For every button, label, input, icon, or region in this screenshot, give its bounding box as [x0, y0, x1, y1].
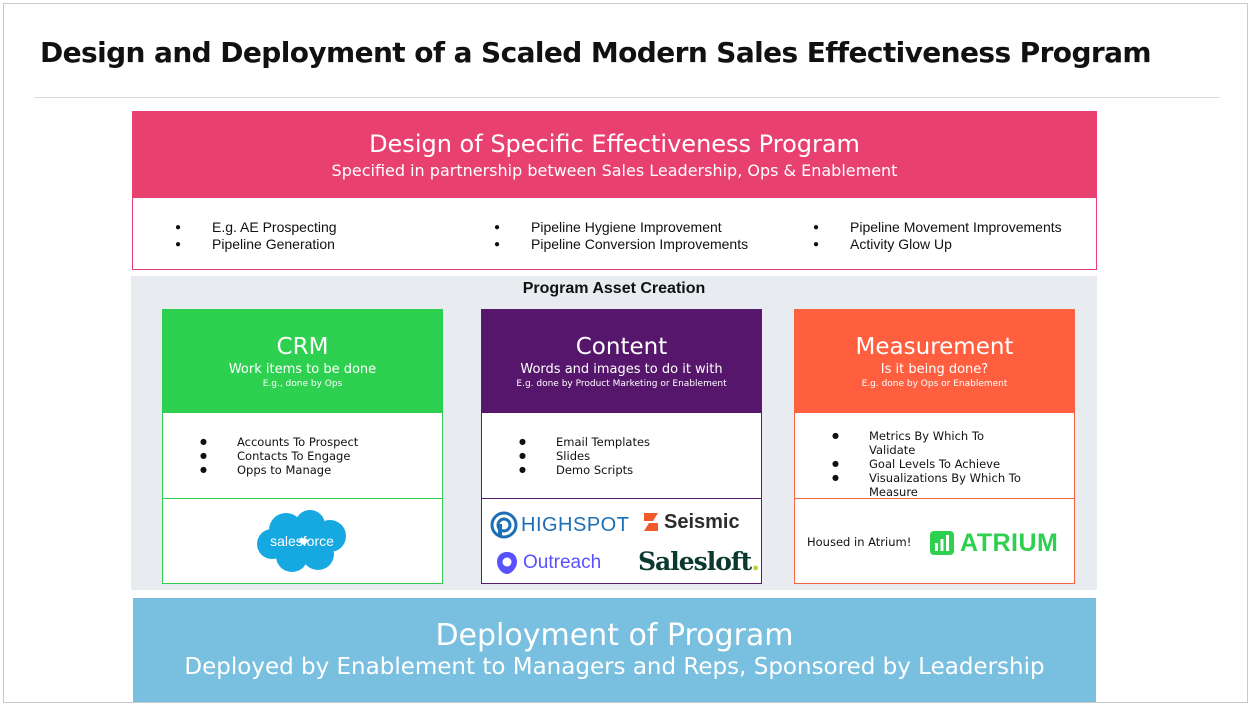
highspot-icon — [490, 511, 518, 539]
content-item: Email Templates — [519, 435, 650, 449]
measurement-title: Measurement — [855, 334, 1014, 360]
measurement-subtitle: Is it being done? — [880, 362, 989, 377]
atrium-logo: ATRIUM — [929, 528, 1058, 558]
content-divider — [482, 498, 761, 499]
measurement-divider — [795, 498, 1074, 499]
design-bullet: Pipeline Generation — [175, 236, 337, 253]
design-bullets-col-3: Pipeline Movement Improvements Activity … — [813, 219, 1062, 253]
outreach-icon — [497, 552, 517, 574]
content-item: Demo Scripts — [519, 463, 650, 477]
crm-list: Accounts To Prospect Contacts To Engage … — [200, 435, 358, 477]
design-title: Design of Specific Effectiveness Program — [369, 130, 860, 158]
seismic-logo-text: Seismic — [664, 510, 740, 533]
measurement-item: Visualizations By Which To Measure — [832, 471, 1032, 499]
content-card: Content Words and images to do it with E… — [481, 309, 762, 584]
highspot-logo-text: HIGHSPOT — [521, 513, 630, 536]
measurement-note: E.g. done by Ops or Enablement — [861, 379, 1008, 389]
salesforce-logo-text: salesforce — [270, 533, 334, 549]
content-note: E.g. done by Product Marketing or Enable… — [516, 379, 727, 389]
crm-title: CRM — [276, 334, 329, 360]
design-bullet: E.g. AE Prospecting — [175, 219, 337, 236]
design-bullet: Pipeline Movement Improvements — [813, 219, 1062, 236]
crm-item: Accounts To Prospect — [200, 435, 358, 449]
page-title: Design and Deployment of a Scaled Modern… — [40, 36, 1152, 69]
measurement-card: Measurement Is it being done? E.g. done … — [794, 309, 1075, 584]
deployment-subtitle: Deployed by Enablement to Managers and R… — [184, 654, 1045, 680]
seismic-icon — [644, 513, 658, 531]
asset-creation-title: Program Asset Creation — [522, 280, 706, 297]
design-bullets-col-1: E.g. AE Prospecting Pipeline Generation — [175, 219, 337, 253]
salesloft-logo-text: Salesloft — [638, 547, 752, 576]
salesloft-logo-dot: . — [751, 547, 760, 576]
outreach-logo: Outreach — [496, 548, 601, 578]
content-title: Content — [575, 334, 668, 360]
deployment-title: Deployment of Program — [435, 618, 794, 653]
atrium-icon — [930, 531, 954, 555]
housed-in-atrium-text: Housed in Atrium! — [807, 535, 912, 549]
measurement-list: Metrics By Which To Validate Goal Levels… — [832, 429, 1032, 499]
salesforce-logo: salesforce — [257, 510, 346, 572]
design-bullets-col-2: Pipeline Hygiene Improvement Pipeline Co… — [494, 219, 748, 253]
crm-card: CRM Work items to be done E.g., done by … — [162, 309, 443, 584]
measurement-item: Goal Levels To Achieve — [832, 457, 1032, 471]
content-header: Content Words and images to do it with E… — [482, 310, 761, 413]
atrium-logo-text: ATRIUM — [960, 528, 1059, 557]
crm-item: Opps to Manage — [200, 463, 358, 477]
salesloft-logo: Salesloft. — [638, 540, 760, 576]
design-bullet: Pipeline Hygiene Improvement — [494, 219, 748, 236]
crm-divider — [163, 498, 442, 499]
design-section: Design of Specific Effectiveness Program… — [132, 111, 1097, 270]
highspot-logo: HIGHSPOT — [490, 510, 629, 540]
design-bullet: Pipeline Conversion Improvements — [494, 236, 748, 253]
title-divider — [34, 97, 1220, 98]
seismic-logo: Seismic — [642, 507, 740, 537]
outreach-logo-text: Outreach — [523, 552, 602, 573]
content-list: Email Templates Slides Demo Scripts — [519, 435, 650, 477]
measurement-header: Measurement Is it being done? E.g. done … — [795, 310, 1074, 413]
deployment-section: Deployment of Program Deployed by Enable… — [133, 598, 1096, 702]
crm-header: CRM Work items to be done E.g., done by … — [163, 310, 442, 413]
crm-note: E.g., done by Ops — [262, 379, 343, 389]
crm-subtitle: Work items to be done — [228, 362, 377, 377]
content-subtitle: Words and images to do it with — [520, 362, 723, 377]
crm-item: Contacts To Engage — [200, 449, 358, 463]
content-item: Slides — [519, 449, 650, 463]
measurement-item: Metrics By Which To Validate — [832, 429, 1032, 457]
design-header: Design of Specific Effectiveness Program… — [133, 112, 1096, 198]
design-subtitle: Specified in partnership between Sales L… — [331, 161, 898, 180]
design-bullet: Activity Glow Up — [813, 236, 1062, 253]
